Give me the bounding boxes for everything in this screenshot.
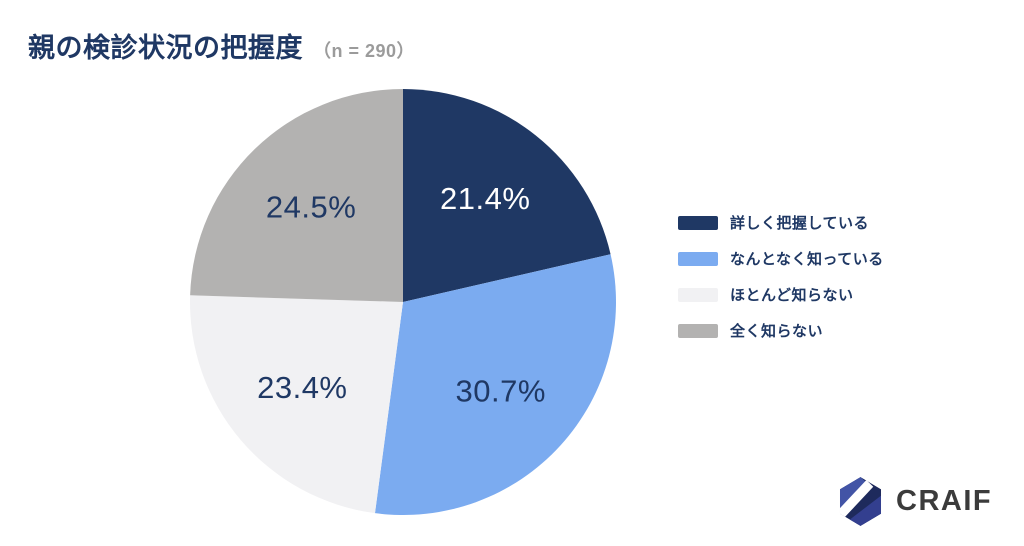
pie-slice <box>403 89 611 302</box>
legend-item: 全く知らない <box>678 323 884 340</box>
pie-slice <box>190 295 403 514</box>
pie-chart: 21.4% 30.7% 23.4% 24.5% <box>190 89 616 515</box>
pie-chart-svg: 21.4% 30.7% 23.4% 24.5% <box>190 89 616 515</box>
legend-item: 詳しく把握している <box>678 215 884 232</box>
craif-logo-text: CRAIF <box>896 485 993 517</box>
pie-slice-label: 21.4% <box>440 181 530 216</box>
pie-slice <box>190 89 403 302</box>
legend-item-label: なんとなく知っている <box>730 251 884 268</box>
pie-slice-label: 23.4% <box>257 370 347 405</box>
craif-hexagon-icon <box>839 477 882 526</box>
chart-header: 親の検診状況の把握度 （n = 290） <box>28 26 415 65</box>
legend-swatch <box>678 323 718 338</box>
sample-size-label: （n = 290） <box>313 41 416 61</box>
legend-swatch <box>678 251 718 266</box>
legend-item-label: 全く知らない <box>730 323 824 340</box>
legend-item-label: 詳しく把握している <box>730 215 870 232</box>
legend-swatch <box>678 215 718 230</box>
legend-item: なんとなく知っている <box>678 251 884 268</box>
legend-item-label: ほとんど知らない <box>730 287 854 304</box>
craif-logo: CRAIF <box>836 476 992 527</box>
chart-legend: 詳しく把握している なんとなく知っている ほとんど知らない 全く知らない <box>678 215 884 340</box>
legend-swatch <box>678 287 718 302</box>
pie-slice <box>374 254 616 515</box>
legend-item: ほとんど知らない <box>678 287 884 304</box>
pie-slice-label: 24.5% <box>266 190 356 225</box>
pie-slice-label: 30.7% <box>455 373 545 408</box>
page-title: 親の検診状況の把握度 <box>28 33 303 63</box>
